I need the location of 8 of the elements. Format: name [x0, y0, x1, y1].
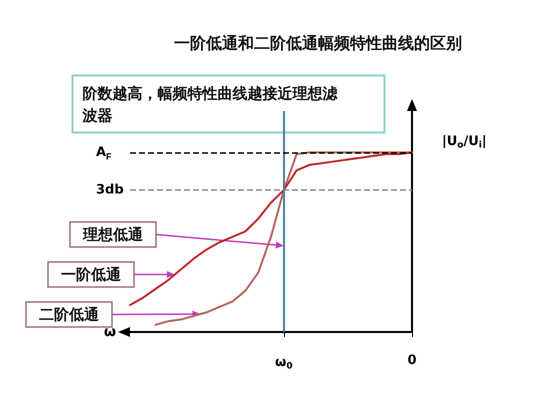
x-tick-label: 0 — [407, 353, 417, 368]
ref-line-label: 3db — [96, 182, 124, 198]
annotation: 理想低通 — [82, 226, 144, 244]
text: 二阶低通 — [39, 306, 100, 324]
text: 一阶低通 — [61, 266, 122, 284]
chart-title: 一阶低通和二阶低通幅频特性曲线的区别 — [174, 34, 462, 52]
x-axis-title: ω — [104, 324, 116, 340]
text: 阶数越高，幅频特性曲线越接近理想滤波器 — [82, 84, 338, 124]
